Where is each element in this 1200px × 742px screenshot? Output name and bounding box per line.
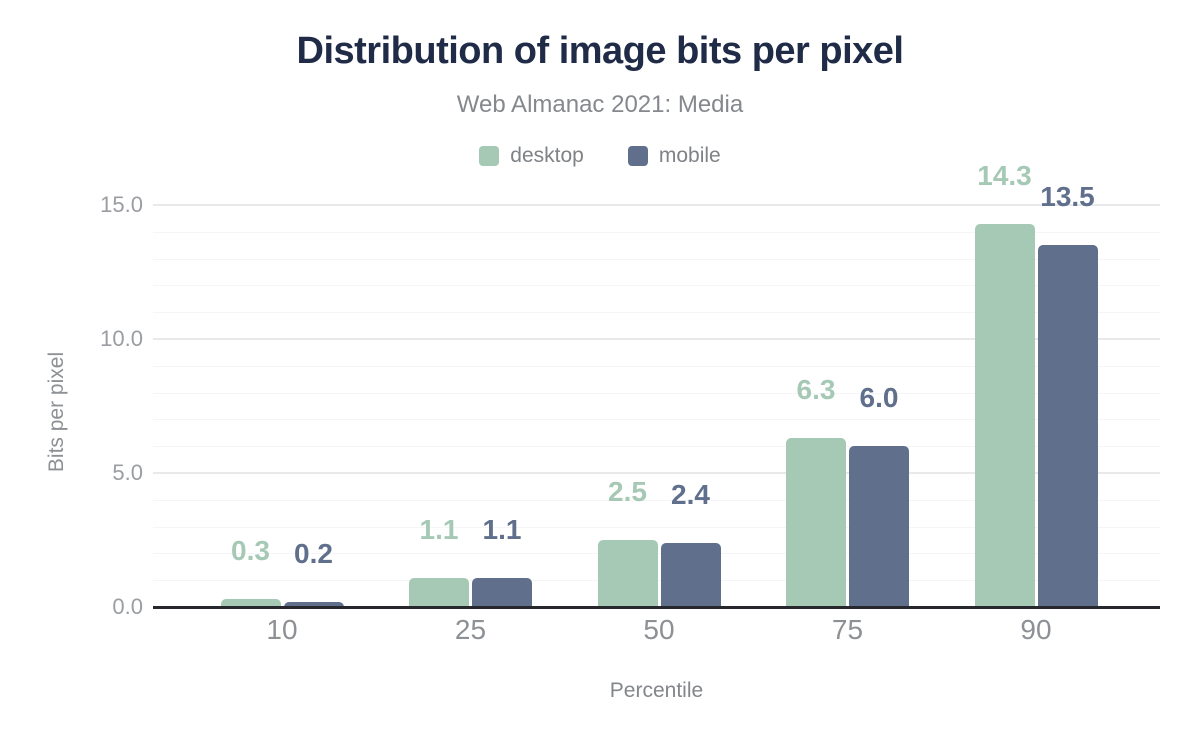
x-tick-label: 75 bbox=[831, 614, 864, 645]
legend-item-desktop: desktop bbox=[479, 144, 584, 168]
minor-gridline bbox=[153, 312, 1160, 314]
minor-gridline bbox=[153, 392, 1160, 394]
value-label-desktop-p25: 1.1 bbox=[419, 514, 459, 545]
minor-gridline bbox=[153, 285, 1160, 287]
minor-gridline bbox=[153, 365, 1160, 367]
minor-gridline bbox=[153, 499, 1160, 501]
bar-desktop-p75 bbox=[786, 438, 846, 607]
value-label-mobile-p90: 13.5 bbox=[1040, 181, 1095, 212]
x-tick-label: 25 bbox=[454, 614, 487, 645]
bar-desktop-p25 bbox=[409, 578, 469, 607]
bar-mobile-p10 bbox=[283, 602, 344, 607]
desktop-swatch-icon bbox=[479, 146, 500, 166]
x-axis-title: Percentile bbox=[609, 679, 704, 702]
chart-title: Distribution of image bits per pixel bbox=[296, 30, 904, 72]
minor-gridline bbox=[153, 419, 1160, 421]
bar-mobile-p50 bbox=[660, 543, 721, 607]
value-label-desktop-p10: 0.3 bbox=[231, 535, 270, 566]
x-tick-label: 50 bbox=[643, 614, 675, 645]
major-gridline bbox=[153, 338, 1160, 340]
legend-item-mobile: mobile bbox=[627, 144, 721, 168]
bar-desktop-p50 bbox=[597, 540, 658, 607]
y-tick-label: 5.0 bbox=[112, 460, 143, 485]
value-label-mobile-p75: 6.0 bbox=[859, 382, 899, 413]
legend-label-mobile: mobile bbox=[658, 144, 721, 167]
chart-subtitle: Web Almanac 2021: Media bbox=[456, 91, 744, 118]
legend: desktop mobile bbox=[0, 144, 1200, 168]
bar-mobile-p90 bbox=[1037, 245, 1098, 607]
bar-mobile-p75 bbox=[849, 446, 909, 607]
bar-desktop-p90 bbox=[974, 224, 1035, 607]
value-label-desktop-p75: 6.3 bbox=[796, 374, 836, 405]
y-tick-label: 15.0 bbox=[100, 192, 143, 217]
y-tick-label: 0.0 bbox=[112, 594, 143, 619]
legend-label-desktop: desktop bbox=[510, 144, 584, 167]
minor-gridline bbox=[153, 446, 1160, 448]
major-gridline bbox=[153, 204, 1160, 206]
plot-area: 0.3 0.2 1.1 1.1 2.5 2.4 6.3 6.0 14.3 13.5 bbox=[153, 160, 1160, 607]
major-gridline bbox=[153, 472, 1160, 474]
x-axis-line bbox=[153, 606, 1160, 609]
x-tick-label: 90 bbox=[1020, 614, 1052, 645]
value-label-mobile-p50: 2.4 bbox=[671, 479, 710, 510]
minor-gridline bbox=[153, 258, 1160, 260]
minor-gridline bbox=[153, 231, 1160, 233]
y-axis-title: Bits per pixel bbox=[45, 351, 68, 473]
value-label-desktop-p90: 14.3 bbox=[977, 160, 1032, 191]
y-tick-label: 10.0 bbox=[100, 326, 143, 351]
value-label-mobile-p25: 1.1 bbox=[482, 514, 522, 545]
x-tick-label: 10 bbox=[266, 614, 298, 645]
value-label-desktop-p50: 2.5 bbox=[608, 476, 647, 507]
mobile-swatch-icon bbox=[627, 146, 648, 166]
bar-mobile-p25 bbox=[472, 578, 532, 607]
value-label-mobile-p10: 0.2 bbox=[294, 538, 333, 569]
minor-gridline bbox=[153, 526, 1160, 528]
bar-desktop-p10 bbox=[220, 599, 281, 607]
